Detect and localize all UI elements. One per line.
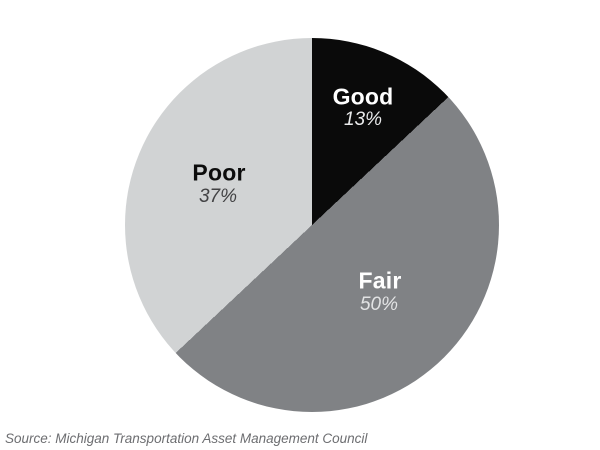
slice-percent-poor: 37% bbox=[198, 186, 238, 207]
slice-percent-fair: 50% bbox=[359, 294, 399, 315]
pie-chart bbox=[125, 38, 499, 412]
source-attribution: Source: Michigan Transportation Asset Ma… bbox=[5, 431, 368, 446]
slice-label-poor: Poor bbox=[192, 159, 246, 186]
slice-label-good: Good bbox=[332, 83, 394, 110]
slice-percent-good: 13% bbox=[343, 109, 383, 130]
slice-label-fair: Fair bbox=[358, 267, 402, 294]
